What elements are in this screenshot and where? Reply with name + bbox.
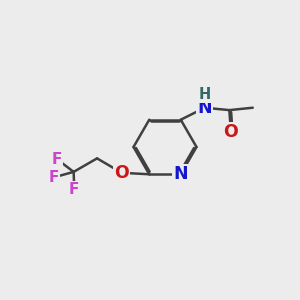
Text: O: O [114,164,129,182]
Text: O: O [224,123,238,141]
Text: F: F [69,182,80,197]
Text: N: N [173,165,188,183]
Text: N: N [197,99,212,117]
Text: F: F [52,152,62,167]
Text: H: H [199,87,211,102]
Text: F: F [49,170,59,185]
